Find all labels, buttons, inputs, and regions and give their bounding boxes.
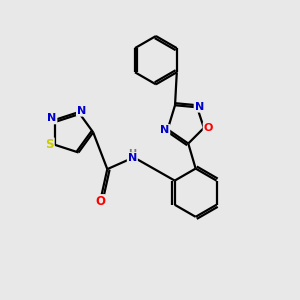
- Text: N: N: [160, 125, 169, 135]
- Text: O: O: [204, 123, 213, 133]
- Text: N: N: [77, 106, 86, 116]
- Text: N: N: [47, 113, 56, 123]
- Text: S: S: [45, 138, 54, 151]
- Text: H: H: [128, 149, 136, 159]
- Text: O: O: [95, 195, 105, 208]
- Text: N: N: [128, 153, 137, 163]
- Text: N: N: [194, 102, 204, 112]
